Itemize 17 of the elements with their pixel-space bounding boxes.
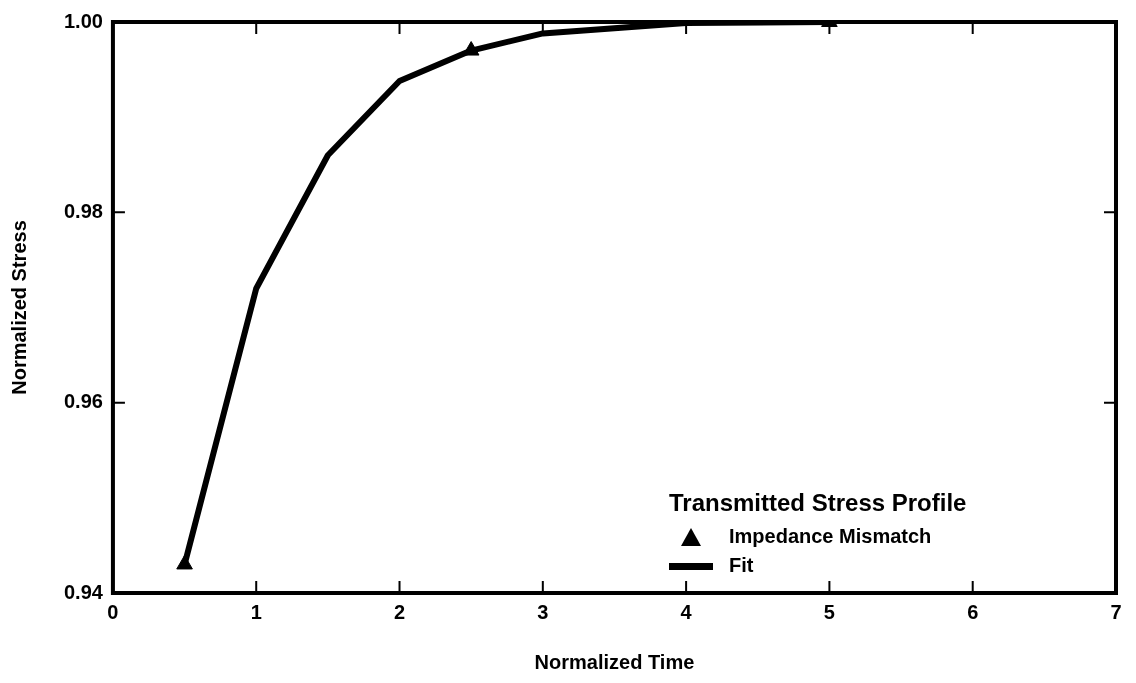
x-tick-label: 0 bbox=[107, 600, 119, 623]
y-tick-label: 0.94 bbox=[63, 580, 104, 603]
legend-title: Transmitted Stress Profile bbox=[669, 489, 967, 517]
y-tick-label: 0.98 bbox=[63, 199, 103, 222]
x-axis-title: Normalized Time bbox=[534, 650, 695, 673]
x-tick-label: 6 bbox=[967, 600, 979, 623]
x-tick-label: 5 bbox=[823, 600, 835, 623]
legend-label: Fit bbox=[729, 554, 754, 577]
y-axis-title: Normalized Stress bbox=[7, 220, 30, 395]
y-tick-label: 0.96 bbox=[63, 390, 103, 413]
x-tick-label: 2 bbox=[393, 600, 406, 623]
x-tick-label: 3 bbox=[537, 600, 549, 623]
x-tick-label: 4 bbox=[680, 600, 693, 623]
x-tick-label: 1 bbox=[250, 600, 262, 623]
legend-label: Impedance Mismatch bbox=[729, 525, 932, 548]
x-tick-label: 7 bbox=[1110, 600, 1122, 623]
y-tick-label: 1.00 bbox=[63, 9, 103, 32]
